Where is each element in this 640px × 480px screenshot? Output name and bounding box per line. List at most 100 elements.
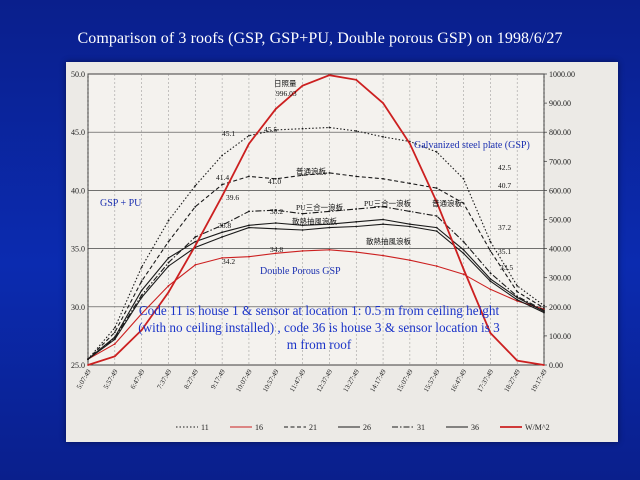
series-point bbox=[221, 224, 224, 227]
right-axis-ticks: 0.00 100.00 200.00 300.00 400.00 500.00 600.00… bbox=[544, 70, 575, 370]
series-point bbox=[355, 251, 358, 253]
series-point bbox=[301, 212, 304, 215]
series-point bbox=[382, 102, 384, 104]
legend-label: 16 bbox=[255, 423, 263, 432]
series-point bbox=[113, 338, 116, 341]
value-37-2: 37.2 bbox=[498, 223, 511, 232]
series-point bbox=[274, 108, 277, 110]
right-tick-label: 500.00 bbox=[549, 216, 571, 225]
annotation-cn-ordinary-1: 普通浪板 bbox=[296, 166, 326, 176]
series-line-31 bbox=[87, 206, 545, 360]
series-point bbox=[113, 331, 116, 334]
series-point bbox=[516, 298, 519, 301]
right-tick-label: 100.00 bbox=[549, 332, 571, 341]
series-point bbox=[408, 182, 411, 185]
series-point bbox=[355, 175, 358, 178]
series-point bbox=[221, 231, 224, 234]
series-point bbox=[274, 222, 277, 224]
x-tick-label: 19:17:49 bbox=[529, 368, 549, 394]
series-point bbox=[382, 135, 384, 138]
left-tick-label: 40.0 bbox=[71, 186, 85, 195]
series-point bbox=[301, 250, 304, 252]
annotation-cn-porous-2: 散熱抽風浪板 bbox=[366, 236, 411, 246]
series-point bbox=[382, 177, 384, 180]
series-point bbox=[462, 240, 465, 243]
series-point bbox=[435, 215, 438, 217]
right-tick-label: 900.00 bbox=[549, 99, 571, 108]
series-point bbox=[248, 175, 250, 178]
legend: 11 16 21 26 31 36 W/M^2 bbox=[176, 423, 550, 432]
series-point bbox=[489, 288, 492, 291]
series-point bbox=[355, 220, 358, 223]
series-point bbox=[489, 277, 492, 280]
value-41-0: 41.0 bbox=[268, 177, 281, 186]
series-point bbox=[301, 174, 304, 177]
legend-label: W/M^2 bbox=[525, 423, 550, 432]
series-point bbox=[382, 223, 384, 226]
series-point bbox=[408, 142, 411, 145]
series-point bbox=[328, 223, 331, 226]
series-point bbox=[301, 84, 304, 87]
series-line-16 bbox=[87, 249, 545, 360]
series-point bbox=[167, 291, 170, 294]
x-tick-label: 8:27:49 bbox=[182, 368, 200, 391]
series-point bbox=[274, 252, 277, 255]
series-point bbox=[301, 127, 304, 130]
series-point bbox=[167, 261, 170, 264]
annotation-peak-label: 日照量 bbox=[274, 79, 297, 88]
series-line-36 bbox=[87, 223, 545, 360]
annotations: Galvanized steel plate (GSP) GSP + PU Doub… bbox=[100, 79, 530, 277]
series-point bbox=[194, 184, 197, 187]
legend-label: 11 bbox=[201, 423, 209, 432]
annotation-gsp-pu: GSP + PU bbox=[100, 198, 142, 209]
series-point bbox=[543, 309, 545, 312]
gridlines bbox=[87, 73, 545, 366]
right-tick-label: 400.00 bbox=[549, 245, 571, 254]
annotation-cn-ordinary-2: 普通浪板 bbox=[432, 198, 462, 208]
x-tick-label: 5:57:49 bbox=[102, 368, 120, 391]
series-point bbox=[435, 265, 438, 267]
series-point bbox=[140, 312, 143, 315]
left-tick-label: 50.0 bbox=[71, 70, 85, 79]
value-45-5: 45.5 bbox=[264, 125, 277, 134]
series-point bbox=[167, 284, 170, 287]
annotation-peak-value: 996.03 bbox=[276, 89, 297, 98]
x-tick-label: 18:27:49 bbox=[503, 368, 523, 394]
series-point bbox=[462, 252, 465, 255]
series-point bbox=[516, 290, 519, 293]
series-point bbox=[382, 218, 384, 221]
series-point bbox=[248, 255, 250, 258]
value-33-5: 33.5 bbox=[500, 263, 513, 272]
value-41-4: 41.4 bbox=[216, 173, 229, 182]
series-point bbox=[274, 128, 277, 131]
series-point bbox=[489, 240, 492, 243]
series-point bbox=[408, 259, 411, 262]
series-point bbox=[194, 236, 197, 238]
series-point bbox=[489, 280, 492, 283]
series-point bbox=[382, 205, 384, 208]
x-tick-label: 16:47:49 bbox=[449, 368, 469, 394]
series-point bbox=[221, 257, 224, 259]
series-point bbox=[167, 257, 170, 259]
series-point bbox=[113, 355, 116, 358]
series-point bbox=[274, 177, 277, 180]
right-tick-label: 800.00 bbox=[549, 128, 571, 137]
x-tick-label: 15:07:49 bbox=[395, 368, 415, 394]
x-tick-label: 7:37:49 bbox=[156, 368, 174, 391]
series-point bbox=[328, 126, 331, 129]
x-tick-label: 10:07:49 bbox=[234, 368, 254, 394]
annotation-cn-pu-1: PU三合一浪板 bbox=[296, 202, 344, 212]
series-point bbox=[355, 208, 358, 210]
x-tick-label: 15:57:49 bbox=[422, 368, 442, 394]
series-point bbox=[328, 210, 331, 213]
value-39-6: 39.6 bbox=[226, 193, 239, 202]
series-point bbox=[462, 248, 465, 251]
series-point bbox=[543, 311, 545, 314]
series-point bbox=[248, 210, 250, 213]
x-tick-label: 13:27:49 bbox=[342, 368, 362, 394]
chart-scan: 25.0 30.0 35.0 40.0 45.0 50.0 0.00 100.00 200.0… bbox=[66, 62, 618, 442]
series-point bbox=[328, 172, 331, 174]
series-point bbox=[87, 364, 89, 366]
x-tick-label: 17:37:49 bbox=[476, 368, 496, 394]
value-36-8: 36.8 bbox=[218, 221, 231, 230]
